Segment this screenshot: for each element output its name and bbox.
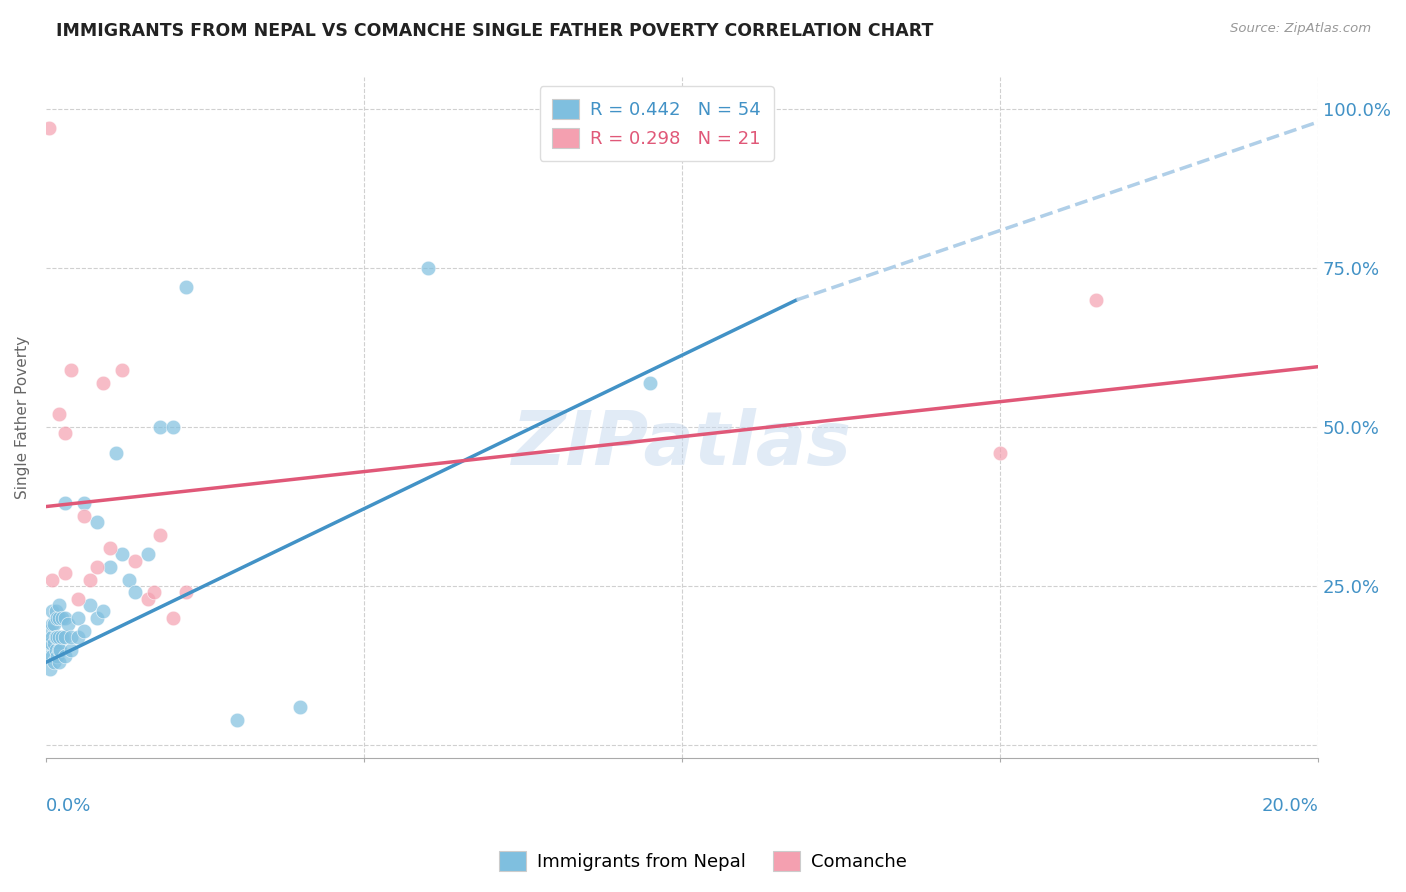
- Point: [58, 617, 80, 632]
- Point: [988, 445, 1011, 459]
- Point: [39, 662, 62, 676]
- Point: [136, 547, 159, 561]
- Point: [39, 636, 62, 650]
- Point: [46, 630, 69, 644]
- Point: [42, 656, 65, 670]
- Point: [86, 560, 108, 574]
- Legend: Immigrants from Nepal, Comanche: Immigrants from Nepal, Comanche: [492, 844, 914, 879]
- Point: [42, 636, 65, 650]
- Point: [98, 541, 121, 555]
- Point: [49, 642, 72, 657]
- Legend: R = 0.442   N = 54, R = 0.298   N = 21: R = 0.442 N = 54, R = 0.298 N = 21: [540, 87, 773, 161]
- Point: [53, 630, 76, 644]
- Y-axis label: Single Father Poverty: Single Father Poverty: [15, 336, 30, 500]
- Point: [38, 636, 60, 650]
- Point: [60, 630, 83, 644]
- Text: Source: ZipAtlas.com: Source: ZipAtlas.com: [1230, 22, 1371, 36]
- Point: [118, 573, 141, 587]
- Point: [38, 624, 60, 638]
- Point: [149, 420, 172, 434]
- Text: 0.0%: 0.0%: [46, 797, 91, 814]
- Point: [66, 611, 89, 625]
- Point: [44, 604, 66, 618]
- Point: [91, 604, 114, 618]
- Point: [73, 509, 96, 524]
- Point: [111, 363, 134, 377]
- Point: [143, 585, 166, 599]
- Point: [111, 547, 134, 561]
- Point: [79, 598, 101, 612]
- Point: [41, 648, 63, 663]
- Point: [48, 656, 70, 670]
- Point: [48, 630, 70, 644]
- Point: [225, 713, 247, 727]
- Point: [104, 445, 127, 459]
- Point: [79, 573, 101, 587]
- Point: [638, 376, 661, 390]
- Point: [41, 630, 63, 644]
- Point: [51, 630, 73, 644]
- Point: [53, 611, 76, 625]
- Point: [53, 426, 76, 441]
- Point: [53, 566, 76, 581]
- Point: [66, 630, 89, 644]
- Point: [51, 611, 73, 625]
- Point: [38, 121, 60, 136]
- Point: [174, 280, 197, 294]
- Point: [136, 591, 159, 606]
- Point: [124, 585, 146, 599]
- Point: [149, 528, 172, 542]
- Text: 20.0%: 20.0%: [1261, 797, 1319, 814]
- Point: [174, 585, 197, 599]
- Point: [53, 648, 76, 663]
- Point: [38, 648, 60, 663]
- Point: [53, 496, 76, 510]
- Point: [91, 376, 114, 390]
- Point: [124, 553, 146, 567]
- Point: [44, 642, 66, 657]
- Point: [162, 420, 184, 434]
- Point: [41, 604, 63, 618]
- Point: [48, 642, 70, 657]
- Point: [48, 598, 70, 612]
- Text: IMMIGRANTS FROM NEPAL VS COMANCHE SINGLE FATHER POVERTY CORRELATION CHART: IMMIGRANTS FROM NEPAL VS COMANCHE SINGLE…: [56, 22, 934, 40]
- Point: [416, 261, 439, 276]
- Point: [98, 560, 121, 574]
- Point: [48, 611, 70, 625]
- Point: [162, 611, 184, 625]
- Point: [41, 617, 63, 632]
- Point: [290, 699, 312, 714]
- Point: [48, 408, 70, 422]
- Point: [73, 496, 96, 510]
- Point: [44, 617, 66, 632]
- Point: [41, 573, 63, 587]
- Point: [60, 642, 83, 657]
- Point: [66, 591, 89, 606]
- Point: [46, 611, 69, 625]
- Point: [44, 630, 66, 644]
- Text: ZIPatlas: ZIPatlas: [512, 409, 852, 482]
- Point: [60, 363, 83, 377]
- Point: [45, 648, 67, 663]
- Point: [73, 624, 96, 638]
- Point: [86, 611, 108, 625]
- Point: [86, 516, 108, 530]
- Point: [1084, 293, 1107, 307]
